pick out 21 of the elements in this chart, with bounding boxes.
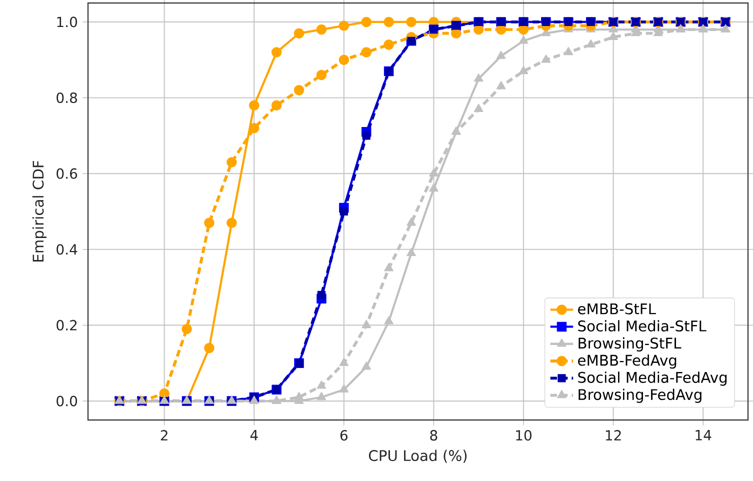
legend-label: Browsing-FedAvg — [578, 388, 702, 403]
legend-label: Social Media-StFL — [578, 320, 706, 332]
x-tick-label: 4 — [250, 430, 258, 440]
y-tick-label: 0.0 — [56, 396, 78, 406]
y-tick-label: 0.4 — [56, 244, 78, 255]
x-tick-label: 14 — [696, 430, 712, 440]
legend-label: Browsing-StFL — [578, 337, 682, 352]
y-axis-title: Empirical CDF — [32, 160, 47, 262]
x-tick-label: 2 — [160, 430, 168, 440]
x-tick-label: 6 — [340, 430, 348, 441]
y-tick-label: 0.6 — [56, 168, 78, 179]
x-tick-label: 8 — [430, 430, 438, 441]
legend-label: Social Media-FedAvg — [578, 372, 727, 386]
y-tick-label: 0.2 — [56, 320, 77, 330]
y-tick-label: 0.8 — [56, 92, 77, 104]
y-tick-label: 1.0 — [57, 16, 78, 28]
legend-label: eMBB-StFL — [578, 303, 656, 314]
legend-label: eMBB-FedAvg — [578, 354, 676, 369]
x-tick-label: 10 — [516, 430, 532, 441]
x-axis-title: CPU Load (%) — [368, 450, 467, 463]
x-tick-label: 12 — [606, 430, 621, 440]
